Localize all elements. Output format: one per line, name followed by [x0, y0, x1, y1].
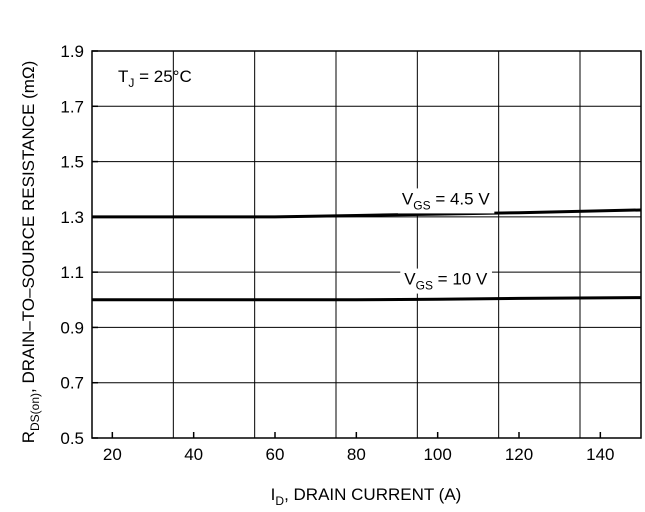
- temperature-annotation: TJ = 25°C: [118, 67, 192, 90]
- x-tick-label: 40: [184, 445, 203, 464]
- series-label-sub: GS: [416, 279, 433, 293]
- series-label-main: V: [402, 189, 414, 208]
- plot-background: [92, 51, 641, 438]
- annotation-rest: = 25°C: [134, 67, 191, 86]
- series-label-sub: GS: [413, 198, 430, 212]
- series-label-rest: = 10 V: [433, 270, 488, 289]
- axis-ticks: 20 40 60 80 100 120 140 0.5 0.7 0.9 1.1 1.3 1.5 1.7 1.…: [60, 42, 614, 464]
- x-tick-label: 80: [347, 445, 366, 464]
- annotation-main: T: [118, 67, 128, 86]
- x-tick-label: 20: [103, 445, 122, 464]
- series-label-vgs-10v: VGS = 10 V: [404, 270, 488, 293]
- y-tick-label: 0.9: [60, 318, 84, 337]
- x-axis-label: ID, DRAIN CURRENT (A): [271, 485, 462, 508]
- series-label-background: [400, 268, 492, 294]
- annotation-sub: J: [128, 76, 134, 90]
- series-lines: [92, 208, 642, 302]
- y-tick-label: 0.5: [60, 429, 84, 448]
- y-tick-label: 1.1: [60, 263, 84, 282]
- x-axis-label-main: I: [271, 485, 276, 504]
- x-tick-label: 140: [586, 445, 614, 464]
- y-tick-label: 1.7: [60, 97, 84, 116]
- series-label-vgs-4.5v: VGS = 4.5 V: [402, 189, 490, 212]
- x-tick-label: 60: [266, 445, 285, 464]
- x-tick-label: 100: [423, 445, 451, 464]
- y-tick-label: 1.5: [60, 153, 84, 172]
- x-axis-label-rest: , DRAIN CURRENT (A): [284, 485, 461, 504]
- x-tick-label: 120: [505, 445, 533, 464]
- y-tick-label: 1.9: [60, 42, 84, 61]
- y-axis-label: RDS(on), DRAIN–TO–SOURCE RESISTANCE (mΩ): [19, 61, 42, 444]
- y-axis-label-main: R: [19, 431, 38, 443]
- y-tick-label: 0.7: [60, 374, 84, 393]
- y-axis-label-rest: , DRAIN–TO–SOURCE RESISTANCE (mΩ): [19, 61, 38, 393]
- series-label-main: V: [404, 270, 416, 289]
- series-line-1: [92, 296, 642, 302]
- y-tick-label: 1.3: [60, 208, 84, 227]
- series-label-rest: = 4.5 V: [431, 189, 491, 208]
- y-axis-label-sub: DS(on): [28, 393, 42, 431]
- series-label-background: [397, 188, 495, 214]
- plot-frame: [91, 50, 642, 439]
- x-axis-label-sub: D: [275, 494, 284, 508]
- grid: [92, 51, 641, 438]
- series-line-0: [92, 208, 642, 219]
